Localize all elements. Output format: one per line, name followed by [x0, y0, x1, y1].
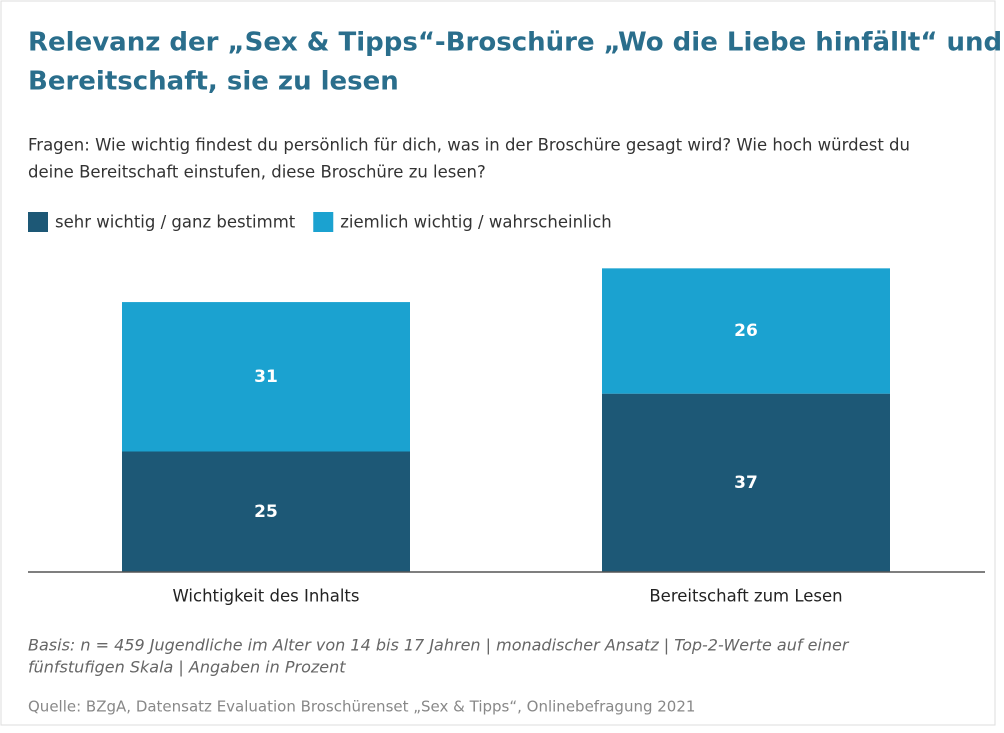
value-label: 26	[734, 321, 758, 341]
bar-segment	[602, 268, 890, 394]
source: Quelle: BZgA, Datensatz Evaluation Brosc…	[28, 698, 695, 716]
value-label: 25	[254, 502, 278, 522]
chart-title: Relevanz der „Sex & Tipps“-Broschüre „Wo…	[28, 28, 1002, 58]
legend-label: ziemlich wichtig / wahrscheinlich	[340, 213, 611, 232]
bar-segment	[122, 302, 410, 452]
legend-swatch	[28, 212, 48, 232]
value-label: 31	[254, 367, 278, 387]
bar-segment	[122, 451, 410, 572]
legend-label: sehr wichtig / ganz bestimmt	[55, 213, 296, 232]
value-label: 37	[734, 473, 758, 493]
subtitle: Fragen: Wie wichtig findest du persönlic…	[28, 136, 910, 155]
subtitle: deine Bereitschaft einstufen, diese Bros…	[28, 163, 486, 182]
bar-segment	[602, 393, 890, 572]
legend-swatch	[313, 212, 334, 232]
x-tick-label: Bereitschaft zum Lesen	[649, 587, 842, 606]
chart-title: Bereitschaft, sie zu lesen	[28, 67, 399, 97]
x-tick-label: Wichtigkeit des Inhalts	[172, 587, 359, 606]
footnote: Basis: n = 459 Jugendliche im Alter von …	[28, 636, 850, 655]
footnote: fünfstufigen Skala | Angaben in Prozent	[28, 658, 346, 677]
